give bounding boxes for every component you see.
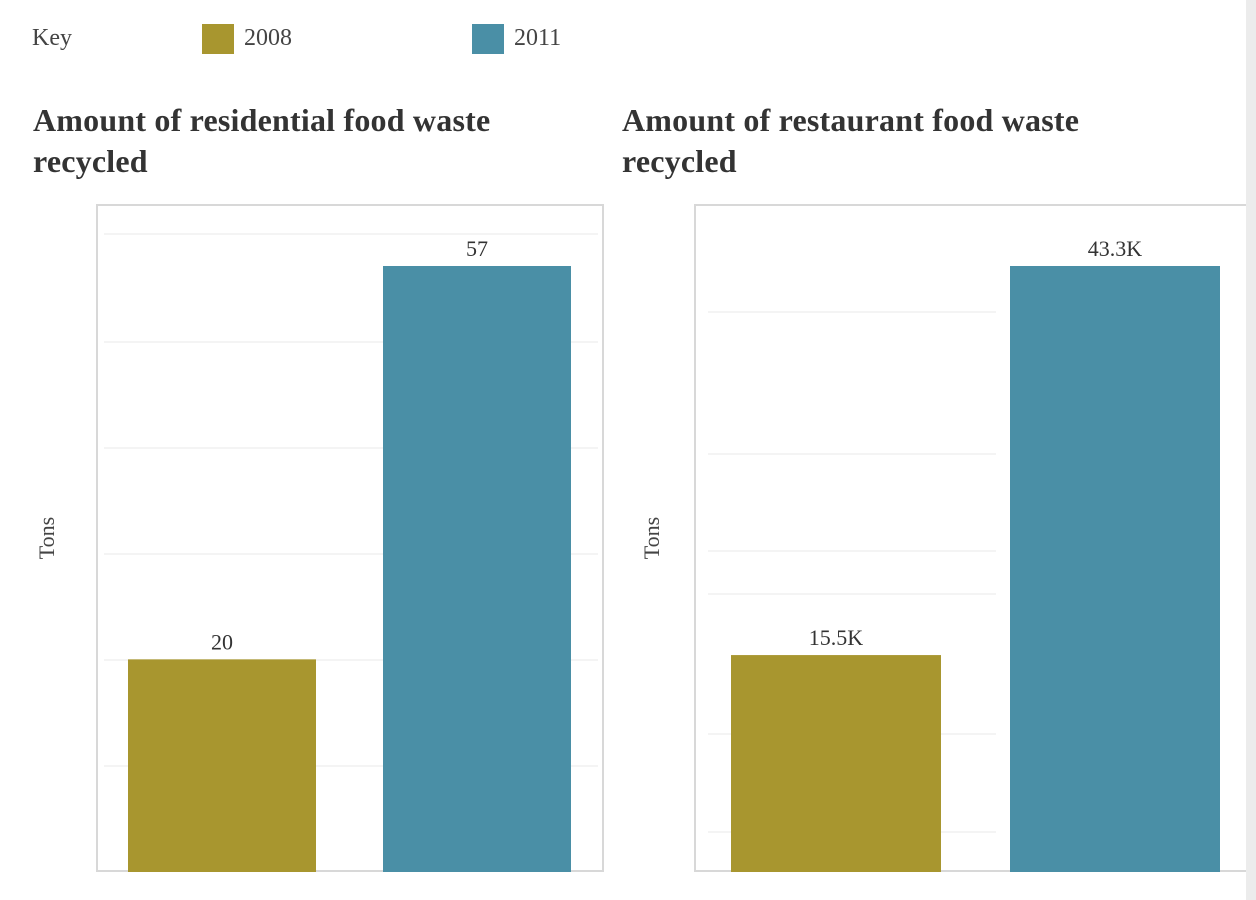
bar-restaurant-2011[interactable] xyxy=(1010,266,1220,872)
plot-area-restaurant: 15.5K 43.3K xyxy=(708,236,1220,872)
chart-title-restaurant: Amount of restaurant food waste recycled xyxy=(622,102,1080,179)
scrollbar-track[interactable] xyxy=(1246,0,1256,900)
chart-restaurant: 15.5K 43.3K xyxy=(694,204,1246,872)
bar-residential-2008[interactable] xyxy=(128,659,316,872)
legend-title: Key xyxy=(32,25,72,51)
legend-label-2011: 2011 xyxy=(514,25,562,51)
legend: Key 2008 2011 xyxy=(32,20,632,60)
legend-swatch-2008 xyxy=(202,24,234,54)
bar-residential-2011[interactable] xyxy=(383,266,571,872)
bar-restaurant-2008[interactable] xyxy=(731,655,941,872)
data-label-residential-2011: 57 xyxy=(466,236,488,261)
legend-label-2008: 2008 xyxy=(244,25,292,51)
data-label-restaurant-2008: 15.5K xyxy=(809,625,864,650)
data-label-residential-2008: 20 xyxy=(211,629,233,654)
y-axis-label-residential: Tons xyxy=(34,516,59,560)
chart-residential: 20 57 xyxy=(96,204,604,872)
legend-swatch-2011 xyxy=(472,24,504,54)
y-axis-label-restaurant: Tons xyxy=(639,516,664,560)
data-label-restaurant-2011: 43.3K xyxy=(1088,236,1143,261)
chart-title-residential: Amount of residential food waste recycle… xyxy=(33,102,491,179)
